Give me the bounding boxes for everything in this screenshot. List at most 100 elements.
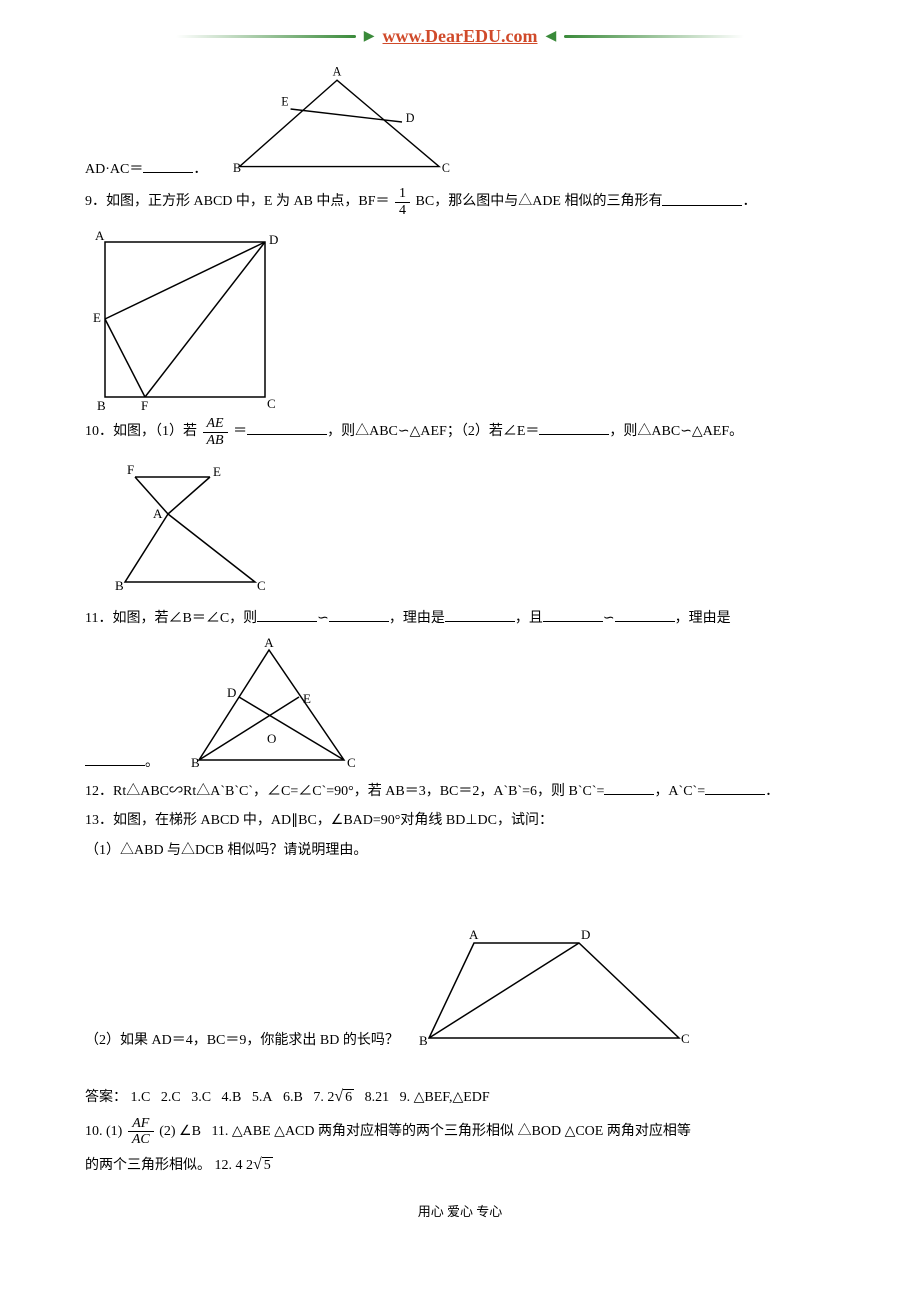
q9-text: 9．如图，正方形 ABCD 中，E 为 AB 中点，BF＝ 1 4 BC，那么图… (85, 186, 835, 218)
ans-4: 4.B (222, 1090, 242, 1105)
svg-text:E: E (93, 310, 101, 325)
answers-line1: 答案： 1.C 2.C 3.C 4.B 5.A 6.B 7. 2√6 8.21 … (85, 1083, 835, 1112)
svg-text:A: A (333, 65, 342, 79)
svg-text:C: C (347, 755, 356, 770)
q13-text-b: （1）△ABD 与△DCB 相似吗？请说明理由。 (85, 838, 835, 863)
q11-text-f: ，理由是 (675, 611, 731, 626)
q8-prefix: AD·AC＝ (85, 162, 143, 177)
svg-text:C: C (442, 162, 450, 176)
header-url: www.DearEDU.com (383, 20, 538, 52)
ans-11-cont: 的两个三角形相似。 (85, 1158, 211, 1173)
svg-text:F: F (127, 462, 134, 477)
ans-11: 11. △ABE △ACD 两角对应相等的两个三角形相似 △BOD △COE 两… (211, 1124, 690, 1139)
q10-frac: AE AB (203, 416, 228, 448)
ans-2: 2.C (161, 1090, 181, 1105)
q11-b3 (445, 608, 515, 622)
svg-text:E: E (282, 95, 289, 109)
q10-figure: F E A B C (105, 452, 285, 602)
page-header: ▶ www.DearEDU.com ◀ (85, 20, 835, 52)
svg-text:A: A (95, 228, 105, 243)
ans-10-pre: 10. (1) (85, 1124, 122, 1139)
q8-row: AD·AC＝ ． A B C D E (85, 62, 835, 182)
ans-12-pre: 12. 4 2 (215, 1158, 254, 1173)
svg-text:D: D (269, 232, 278, 247)
svg-text:C: C (267, 396, 276, 411)
q12-text-b: ，A`C`= (654, 784, 705, 799)
q10-blank2 (539, 421, 609, 435)
q11-text-a: 11．如图，若∠B＝∠C，则 (85, 611, 257, 626)
q11-b1 (257, 608, 317, 622)
arrow-right-icon: ▶ (364, 24, 375, 49)
ans-5: 5.A (252, 1090, 273, 1105)
header-line-left (176, 35, 356, 38)
q11-suffix: 。 (145, 755, 159, 770)
ans-10-mid: (2) ∠B (159, 1124, 201, 1139)
q13-row: （2）如果 AD＝4，BC＝9，你能求出 BD 的长吗？ A D B C (85, 923, 835, 1053)
q10-text-c: ，则△ABC∽△AEF；（2）若∠E＝ (327, 424, 539, 439)
q13-text-a: 13．如图，在梯形 ABCD 中，AD∥BC，∠BAD=90°对角线 BD⊥DC… (85, 808, 835, 833)
q8-blank (143, 159, 193, 173)
q13-figure: A D B C (409, 923, 699, 1053)
svg-text:E: E (303, 691, 311, 706)
q10-blank1 (247, 421, 327, 435)
q11-text-d: ，且 (515, 611, 543, 626)
q8-figure: A B C D E (207, 62, 467, 182)
q11-text: 11．如图，若∠B＝∠C，则 ∽ ，理由是 ，且 ∽ ，理由是 (85, 606, 835, 631)
q12-b1 (604, 781, 654, 795)
q11-b6 (85, 752, 145, 766)
q8-suffix: ． (193, 162, 207, 177)
q11-text-c: ，理由是 (389, 611, 445, 626)
ans-3: 3.C (191, 1090, 211, 1105)
q11-b4 (543, 608, 603, 622)
ans-10-frac: AF AC (128, 1116, 154, 1148)
svg-text:B: B (233, 162, 241, 176)
svg-text:A: A (264, 635, 274, 650)
q11-text-b: ∽ (317, 611, 329, 626)
q11-row: 。 A B C D E O (85, 635, 835, 775)
ans-7-pre: 7. 2 (313, 1090, 334, 1105)
answers-line2: 10. (1) AF AC (2) ∠B 11. △ABE △ACD 两角对应相… (85, 1116, 835, 1148)
q10-text-b: ＝ (233, 424, 247, 439)
header-line-right (564, 35, 744, 38)
ans-12-sqrt: √5 (253, 1151, 273, 1180)
q12-text-a: 12．Rt△ABC∽Rt△A`B`C`，∠C=∠C`=90°，若 AB＝3，BC… (85, 784, 604, 799)
q9-text-b: BC，那么图中与△ADE 相似的三角形有 (416, 195, 663, 210)
q11-figure: A B C D E O (169, 635, 369, 775)
q9-figure: A D E B F C (85, 222, 285, 412)
svg-text:A: A (469, 927, 479, 942)
svg-text:A: A (153, 506, 163, 521)
q10-text: 10．如图，（1）若 AE AB ＝ ，则△ABC∽△AEF；（2）若∠E＝ ，则△… (85, 416, 835, 448)
svg-text:D: D (227, 685, 236, 700)
svg-text:E: E (213, 464, 221, 479)
ans-8: 8.21 (365, 1090, 390, 1105)
q9-text-a: 9．如图，正方形 ABCD 中，E 为 AB 中点，BF＝ (85, 195, 390, 210)
svg-text:C: C (681, 1031, 690, 1046)
svg-text:B: B (115, 578, 124, 593)
q11-b2 (329, 608, 389, 622)
ans-9: 9. △BEF,△EDF (400, 1090, 490, 1105)
q12-suffix: ． (765, 784, 779, 799)
svg-text:D: D (581, 927, 590, 942)
q9-suffix: ． (742, 195, 756, 210)
svg-text:B: B (97, 398, 106, 412)
q10-text-a: 10．如图，（1）若 (85, 424, 197, 439)
ans-6: 6.B (283, 1090, 303, 1105)
ans-7-sqrt: √6 (334, 1083, 354, 1112)
svg-text:B: B (419, 1033, 428, 1048)
arrow-left-icon: ◀ (545, 24, 556, 49)
ans-prefix: 答案： (85, 1090, 127, 1105)
q10-text-d: ，则△ABC∽△AEF。 (609, 424, 743, 439)
svg-text:D: D (406, 111, 415, 125)
ans-1: 1.C (131, 1090, 151, 1105)
svg-text:B: B (191, 755, 200, 770)
page-footer: 用心 爱心 专心 (85, 1200, 835, 1223)
q11-text-e: ∽ (603, 611, 615, 626)
q9-frac: 1 4 (395, 186, 410, 218)
q12-text: 12．Rt△ABC∽Rt△A`B`C`，∠C=∠C`=90°，若 AB＝3，BC… (85, 779, 835, 804)
svg-text:C: C (257, 578, 266, 593)
svg-text:O: O (267, 731, 276, 746)
q13-text-c: （2）如果 AD＝4，BC＝9，你能求出 BD 的长吗？ (85, 1028, 399, 1053)
q11-b5 (615, 608, 675, 622)
q12-b2 (705, 781, 765, 795)
svg-text:F: F (141, 398, 148, 412)
